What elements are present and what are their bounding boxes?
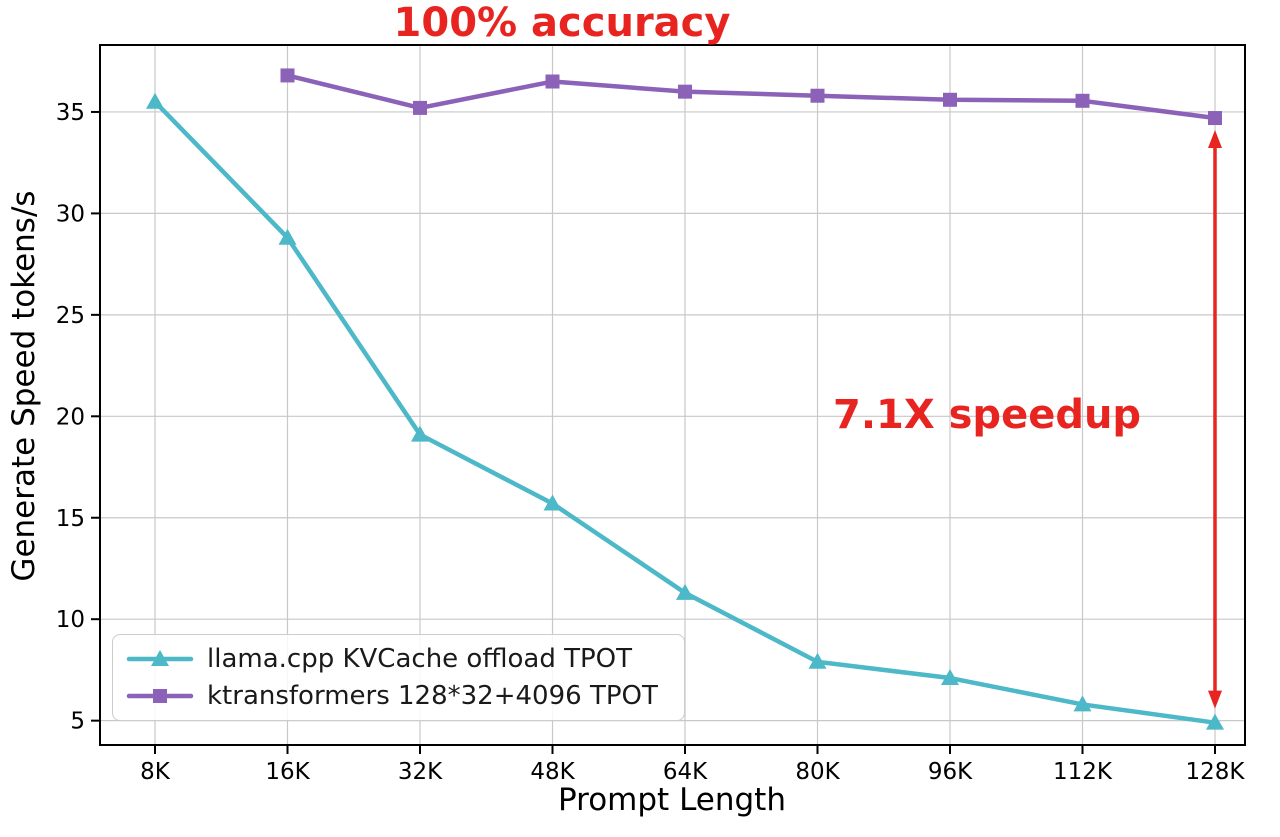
plot-border	[99, 44, 1246, 746]
triangle-marker	[411, 425, 429, 442]
x-tick-label: 48K	[530, 759, 575, 785]
legend-item: ktransformers 128*32+4096 TPOT	[125, 681, 658, 711]
triangle-marker	[676, 583, 694, 600]
x-tick-label: 16K	[265, 759, 310, 785]
x-tick-label: 128K	[1186, 759, 1246, 785]
legend-label: ktransformers 128*32+4096 TPOT	[207, 681, 658, 711]
square-marker	[810, 88, 825, 103]
y-tick-label: 5	[70, 709, 85, 735]
y-tick-label: 15	[56, 506, 85, 532]
y-axis-label: Generate Speed tokens/s	[6, 190, 42, 582]
legend-item: llama.cpp KVCache offload TPOT	[125, 644, 658, 674]
triangle-marker	[543, 494, 562, 511]
square-marker	[413, 100, 427, 115]
triangle-marker	[808, 652, 827, 669]
x-tick-label: 8K	[140, 759, 171, 785]
triangle-marker	[146, 92, 164, 109]
x-tick-label: 80K	[795, 759, 840, 785]
square-marker	[280, 68, 295, 83]
y-tick-label: 25	[56, 303, 85, 329]
llama-series	[146, 92, 1224, 730]
x-tick-label: 112K	[1053, 759, 1113, 785]
x-tick-label: 32K	[398, 759, 443, 785]
y-tick-label: 10	[56, 607, 85, 633]
legend-label: llama.cpp KVCache offload TPOT	[207, 644, 632, 674]
legend-marker-ktransformers	[126, 689, 194, 703]
legend-marker-llama	[126, 650, 194, 666]
y-tick-label: 20	[56, 404, 85, 430]
square-marker	[943, 92, 957, 107]
speedup-arrow	[1208, 130, 1222, 709]
legend: llama.cpp KVCache offload TPOT ktransfor…	[112, 634, 685, 721]
gridlines	[100, 45, 1245, 745]
axis-ticks: 5 10 15 20 25 30 35 8K 16K 32K 48K 64K 80K 96K 112K 128…	[56, 100, 1246, 785]
speedup-annotation: 7.1X speedup	[833, 392, 1142, 438]
x-tick-label: 96K	[928, 759, 973, 785]
square-marker	[1208, 111, 1222, 126]
triangle-marker	[278, 228, 297, 245]
y-tick-label: 30	[56, 201, 85, 227]
triangle-marker	[941, 669, 959, 686]
x-tick-label: 64K	[663, 759, 708, 785]
y-tick-label: 35	[56, 100, 85, 126]
accuracy-annotation: 100% accuracy	[393, 0, 731, 46]
square-marker	[678, 84, 692, 99]
triangle-marker	[1073, 695, 1092, 712]
triangle-marker	[1206, 713, 1224, 730]
square-marker	[545, 74, 560, 89]
square-marker	[1075, 93, 1090, 108]
x-axis-label: Prompt Length	[558, 782, 786, 818]
ktransformers-series	[280, 68, 1222, 126]
